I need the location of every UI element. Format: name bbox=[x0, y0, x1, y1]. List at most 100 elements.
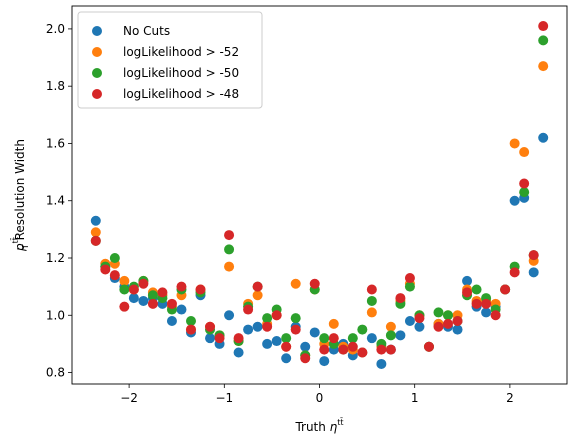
data-point bbox=[262, 338, 273, 349]
data-point bbox=[366, 307, 377, 318]
data-point bbox=[395, 330, 406, 341]
data-point bbox=[462, 275, 473, 286]
y-tick-label: 1.2 bbox=[46, 251, 65, 265]
data-point bbox=[385, 330, 396, 341]
data-point bbox=[185, 324, 196, 335]
y-tick-label: 1.8 bbox=[46, 79, 65, 93]
data-point bbox=[233, 333, 244, 344]
data-point bbox=[509, 267, 520, 278]
data-point bbox=[157, 287, 168, 298]
legend-marker-no-cuts bbox=[92, 26, 102, 36]
data-point bbox=[366, 333, 377, 344]
data-point bbox=[300, 353, 311, 364]
data-point bbox=[109, 270, 120, 281]
legend-marker-loglikelihood-50 bbox=[92, 68, 102, 78]
data-point bbox=[319, 333, 330, 344]
data-point bbox=[528, 267, 539, 278]
data-point bbox=[452, 324, 463, 335]
data-points bbox=[90, 21, 549, 369]
data-point bbox=[281, 341, 292, 352]
data-point bbox=[471, 284, 482, 295]
data-point bbox=[385, 321, 396, 332]
data-point bbox=[281, 353, 292, 364]
legend-marker-loglikelihood-52 bbox=[92, 47, 102, 57]
data-point bbox=[519, 147, 530, 158]
data-point bbox=[224, 244, 235, 255]
legend-marker-loglikelihood-48 bbox=[92, 89, 102, 99]
data-point bbox=[176, 304, 187, 315]
data-point bbox=[138, 278, 149, 289]
x-tick-label: −2 bbox=[120, 391, 138, 405]
data-point bbox=[147, 298, 158, 309]
data-point bbox=[404, 273, 415, 284]
data-point bbox=[538, 132, 549, 143]
data-point bbox=[224, 310, 235, 321]
data-point bbox=[185, 316, 196, 326]
data-point bbox=[357, 324, 368, 335]
data-point bbox=[328, 318, 339, 329]
data-point bbox=[176, 281, 187, 292]
y-axis-label: ptt̄T Resolution Width bbox=[10, 139, 30, 252]
data-point bbox=[271, 336, 282, 347]
data-point bbox=[243, 324, 254, 335]
data-point bbox=[385, 344, 396, 355]
data-point bbox=[319, 356, 330, 367]
data-point bbox=[376, 358, 387, 369]
legend-label-loglikelihood-52: logLikelihood > -52 bbox=[123, 45, 239, 59]
data-point bbox=[414, 321, 425, 332]
y-tick-label: 1.0 bbox=[46, 308, 65, 322]
data-point bbox=[404, 281, 415, 292]
y-tick-label: 2.0 bbox=[46, 22, 65, 36]
data-point bbox=[300, 341, 311, 352]
data-point bbox=[205, 321, 216, 332]
data-point bbox=[443, 310, 454, 321]
data-point bbox=[357, 347, 368, 358]
data-point bbox=[443, 318, 454, 329]
data-point bbox=[481, 298, 492, 309]
data-point bbox=[243, 304, 254, 315]
data-point bbox=[528, 250, 539, 261]
data-point bbox=[404, 316, 415, 326]
x-tick-label: 0 bbox=[316, 391, 324, 405]
x-tick-label: 1 bbox=[411, 391, 419, 405]
axis-ticks: −2 −1 0 1 2 0.8 1.0 1.2 1.4 1.6 1.8 2.0 bbox=[46, 22, 514, 405]
data-point bbox=[271, 310, 282, 321]
data-point bbox=[462, 287, 473, 298]
data-point bbox=[224, 230, 235, 241]
data-point bbox=[138, 295, 149, 306]
y-tick-label: 0.8 bbox=[46, 366, 65, 380]
data-point bbox=[509, 138, 520, 149]
data-point bbox=[252, 321, 263, 332]
legend-label-no-cuts: No Cuts bbox=[123, 24, 170, 38]
data-point bbox=[471, 298, 482, 309]
series-3 bbox=[90, 21, 549, 364]
x-axis-label: Truth ηtt̄ bbox=[294, 417, 343, 434]
data-point bbox=[119, 284, 130, 295]
x-tick-label: 2 bbox=[506, 391, 514, 405]
data-point bbox=[366, 295, 377, 306]
data-point bbox=[290, 278, 301, 289]
data-point bbox=[119, 275, 130, 286]
legend-label-loglikelihood-48: logLikelihood > -48 bbox=[123, 87, 239, 101]
data-point bbox=[166, 316, 177, 326]
data-point bbox=[452, 316, 463, 326]
data-point bbox=[538, 21, 549, 32]
data-point bbox=[166, 298, 177, 309]
data-point bbox=[100, 264, 111, 275]
data-point bbox=[224, 261, 235, 272]
plot-frame bbox=[71, 5, 568, 385]
data-point bbox=[347, 341, 358, 352]
data-point bbox=[319, 344, 330, 355]
data-point bbox=[281, 333, 292, 344]
y-tick-label: 1.4 bbox=[46, 194, 65, 208]
data-point bbox=[423, 341, 434, 352]
data-point bbox=[290, 324, 301, 335]
data-point bbox=[290, 313, 301, 324]
legend-box bbox=[77, 11, 263, 109]
data-point bbox=[128, 293, 139, 304]
data-point bbox=[147, 290, 158, 301]
data-point bbox=[90, 215, 101, 226]
data-point bbox=[214, 333, 225, 344]
data-point bbox=[252, 290, 263, 301]
data-point bbox=[481, 307, 492, 318]
